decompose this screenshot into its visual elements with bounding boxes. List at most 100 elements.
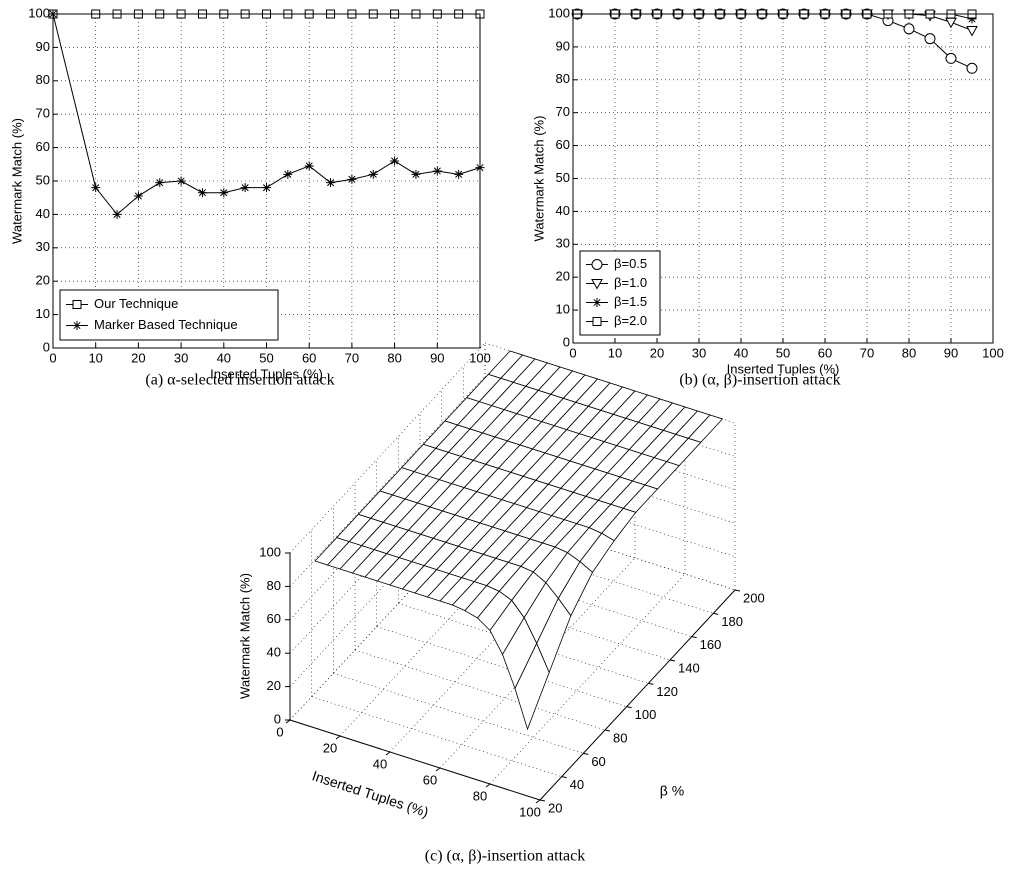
x-tick — [535, 799, 541, 804]
x-tick-label: 90 — [430, 350, 444, 365]
z-tick-label: 0 — [274, 711, 281, 726]
y-tick-label: 10 — [36, 306, 50, 321]
y-tick-label: 20 — [36, 273, 50, 288]
series-line — [52, 13, 481, 216]
legend-marker — [592, 298, 602, 307]
z-tick-label: 40 — [267, 645, 281, 660]
y-axis-label: Watermark Match (%) — [9, 118, 24, 244]
legend-marker — [591, 259, 603, 270]
x-tick-label: 80 — [902, 345, 916, 360]
y-tick — [648, 682, 654, 685]
grid-line — [354, 649, 606, 731]
y-tick-label: 90 — [556, 38, 570, 53]
x-axis-label: Inserted Tuples (%) — [727, 361, 840, 376]
y-tick — [626, 706, 632, 709]
y-tick-label: 10 — [556, 302, 570, 317]
legend-marker — [592, 317, 602, 326]
marker — [133, 191, 143, 201]
x-tick-label: 100 — [519, 804, 541, 819]
marker — [432, 166, 442, 176]
marker — [903, 23, 915, 35]
z-tick-label: 20 — [267, 678, 281, 693]
x-tick-label: 60 — [302, 350, 316, 365]
marker — [368, 169, 378, 179]
y-tick-label: 40 — [556, 203, 570, 218]
y-tick — [669, 659, 676, 662]
x-tick-label: 0 — [49, 350, 56, 365]
x-tick-label: 40 — [734, 345, 748, 360]
y-tick-label: 20 — [548, 800, 562, 815]
y-tick-label: 40 — [570, 777, 584, 792]
y-tick-label: 80 — [556, 71, 570, 86]
marker — [347, 174, 357, 184]
y-tick-label: 0 — [563, 334, 570, 349]
legend-marker — [72, 321, 82, 330]
y-tick-label: 100 — [635, 707, 657, 722]
legend-label: β=2.0 — [614, 313, 647, 328]
y-tick-label: 40 — [36, 206, 50, 221]
y-tick-label: 100 — [28, 5, 50, 20]
caption: (a) α-selected insertion attack — [145, 372, 334, 389]
y-tick-label: 70 — [36, 106, 50, 121]
marker — [304, 161, 314, 171]
marker — [411, 169, 421, 179]
x-tick-label: 40 — [217, 350, 231, 365]
x-axis-label: Inserted Tuples (%) — [310, 767, 430, 820]
x-tick-label: 40 — [373, 756, 387, 771]
x-tick-label: 20 — [323, 740, 337, 755]
z-tick-label: 80 — [267, 578, 281, 593]
y-tick-label: 140 — [678, 660, 700, 675]
y-tick-label: 60 — [591, 754, 605, 769]
y-tick — [734, 589, 741, 592]
grid-line — [333, 673, 584, 754]
x-tick — [385, 751, 391, 756]
legend-marker — [591, 279, 603, 290]
z-axis-label: Watermark Match (%) — [237, 573, 252, 699]
x-tick — [435, 767, 441, 772]
caption: (b) (α, β)-insertion attack — [679, 372, 840, 389]
x-tick-label: 20 — [131, 350, 145, 365]
y-tick-label: 80 — [36, 72, 50, 87]
x-tick-label: 90 — [944, 345, 958, 360]
caption: (c) (α, β)-insertion attack — [425, 848, 585, 865]
plot-frame — [52, 13, 481, 349]
marker — [326, 178, 336, 188]
x-tick-label: 20 — [650, 345, 664, 360]
y-tick — [691, 636, 697, 639]
y-axis — [539, 589, 736, 801]
x-tick — [335, 735, 341, 740]
z-tick-label: 100 — [259, 544, 281, 559]
y-tick-label: 120 — [656, 684, 678, 699]
x-tick-label: 10 — [608, 345, 622, 360]
y-tick-label: 60 — [36, 139, 50, 154]
x-tick-label: 30 — [692, 345, 706, 360]
x-tick-label: 50 — [259, 350, 273, 365]
marker — [454, 169, 464, 179]
y-tick-label: 30 — [36, 239, 50, 254]
y-tick-label: 200 — [743, 590, 765, 605]
y-tick — [604, 729, 611, 732]
legend-label: Our Technique — [94, 296, 178, 311]
marker — [390, 156, 400, 166]
y-tick-label: 60 — [556, 137, 570, 152]
marker — [967, 14, 977, 24]
y-tick-label: 50 — [556, 170, 570, 185]
y-tick-label: 70 — [556, 104, 570, 119]
marker — [219, 188, 229, 198]
y-tick-label: 80 — [613, 730, 627, 745]
y-tick-label: 30 — [556, 236, 570, 251]
y-tick — [561, 776, 567, 779]
x-tick-label: 0 — [276, 724, 283, 739]
marker — [176, 176, 186, 186]
x-tick-label: 70 — [345, 350, 359, 365]
x-tick-label: 80 — [473, 788, 487, 803]
marker — [966, 25, 978, 37]
legend-label: Marker Based Technique — [94, 317, 238, 332]
marker — [197, 188, 207, 198]
x-tick-label: 70 — [860, 345, 874, 360]
y-tick-label: 20 — [556, 269, 570, 284]
y-tick — [713, 612, 719, 615]
x-tick-label: 80 — [387, 350, 401, 365]
